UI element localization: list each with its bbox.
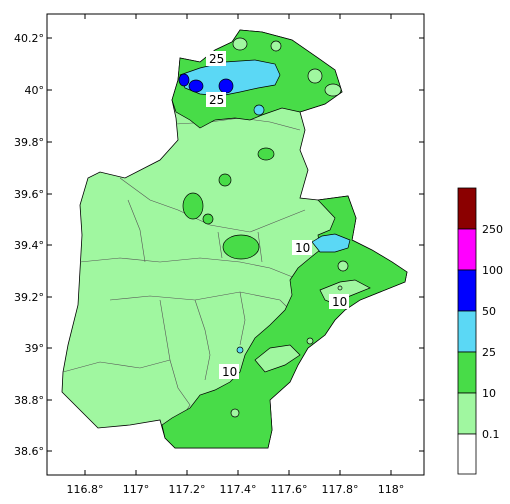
- contour-labels: 25 25 10 10 10: [206, 51, 349, 379]
- x-tick-label: 117.4°: [220, 483, 257, 496]
- legend-swatch: [457, 392, 477, 435]
- y-tick-label: 40.2°: [14, 32, 44, 45]
- contour-label: 10: [332, 295, 347, 309]
- y-tick-labels: 40.2° 40° 39.8° 39.6° 39.4° 39.2° 39° 38…: [14, 32, 44, 458]
- legend-label: 250: [482, 223, 503, 236]
- legend-label: 25: [482, 346, 496, 359]
- axis-ticks: [47, 14, 424, 475]
- legend-label: 50: [482, 305, 496, 318]
- legend-label: 10: [482, 387, 496, 400]
- x-tick-label: 116.8°: [67, 483, 104, 496]
- y-tick-label: 38.8°: [14, 394, 44, 407]
- legend-labels: 250 100 50 25 10 0.1: [482, 223, 503, 441]
- y-tick-label: 39.2°: [14, 291, 44, 304]
- district-boundaries: [62, 117, 306, 421]
- legend-swatch: [457, 228, 477, 271]
- y-tick-label: 38.6°: [14, 445, 44, 458]
- legend-swatch: [457, 310, 477, 353]
- y-tick-label: 39.6°: [14, 188, 44, 201]
- x-tick-label: 117.8°: [322, 483, 359, 496]
- contour-25-regions: [179, 59, 351, 354]
- legend-swatch: [457, 433, 477, 475]
- contour-label: 25: [209, 52, 224, 66]
- x-tick-label: 118°: [378, 483, 405, 496]
- legend-swatch: [457, 187, 477, 230]
- legend-swatch: [457, 351, 477, 394]
- legend-colorbar: [457, 187, 477, 475]
- contour-label: 10: [295, 241, 310, 255]
- y-tick-label: 40°: [25, 84, 45, 97]
- y-tick-label: 39.8°: [14, 136, 44, 149]
- x-tick-label: 117.6°: [271, 483, 308, 496]
- y-tick-label: 39.4°: [14, 239, 44, 252]
- x-tick-labels: 116.8° 117° 117.2° 117.4° 117.6° 117.8° …: [67, 483, 405, 496]
- contour-label: 25: [209, 93, 224, 107]
- legend-label: 100: [482, 264, 503, 277]
- legend-label: 0.1: [482, 428, 500, 441]
- legend-swatch: [457, 269, 477, 312]
- light-green-holes: [207, 37, 371, 418]
- x-tick-label: 117.2°: [169, 483, 206, 496]
- contour-label: 10: [222, 365, 237, 379]
- contour-50-regions: [178, 73, 234, 94]
- y-tick-label: 39°: [25, 342, 45, 355]
- x-tick-label: 117°: [123, 483, 150, 496]
